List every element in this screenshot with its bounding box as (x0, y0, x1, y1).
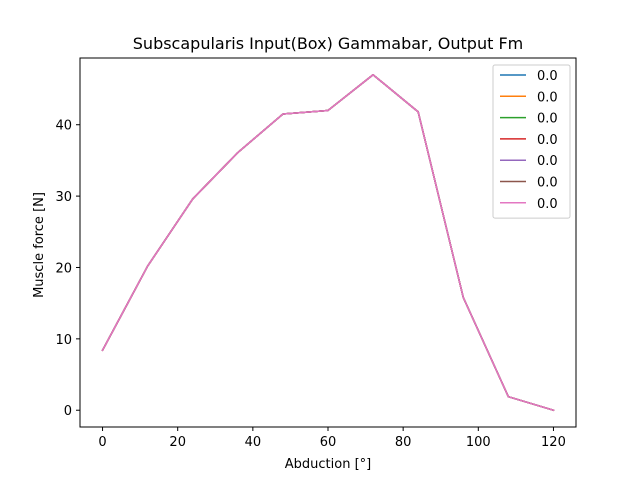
legend-label: 0.0 (537, 90, 558, 105)
y-axis-label: Muscle force [N] (32, 192, 47, 298)
legend-label: 0.0 (537, 197, 558, 212)
legend-label: 0.0 (537, 154, 558, 169)
legend-label: 0.0 (537, 133, 558, 148)
legend-label: 0.0 (537, 176, 558, 191)
series-layer (101, 74, 555, 412)
x-tick-label: 40 (245, 435, 262, 450)
legend-label: 0.0 (537, 69, 558, 84)
y-tick-label: 0 (64, 404, 72, 419)
y-tick-label: 10 (55, 333, 72, 348)
legend-box (492, 64, 571, 219)
y-tick-label: 40 (55, 119, 72, 134)
y-tick-label: 20 (55, 261, 72, 276)
x-axis-label: Abduction [°] (285, 457, 371, 472)
legend-label: 0.0 (537, 112, 558, 127)
series-line-7 (101, 74, 555, 412)
x-tick-label: 60 (320, 435, 337, 450)
x-tick-label: 100 (466, 435, 491, 450)
x-tick-label: 20 (169, 435, 186, 450)
chart-title: Subscapularis Input(Box) Gammabar, Outpu… (133, 34, 523, 53)
y-tick-label: 30 (55, 190, 72, 205)
y-axis: 0 10 20 30 40 (55, 119, 80, 419)
x-tick-label: 0 (98, 435, 106, 450)
x-tick-label: 120 (541, 435, 566, 450)
x-tick-label: 80 (395, 435, 412, 450)
legend: 0.0 0.0 0.0 0.0 0.0 0.0 0.0 (492, 64, 571, 219)
x-axis: 0 20 40 60 80 100 120 (98, 427, 566, 450)
